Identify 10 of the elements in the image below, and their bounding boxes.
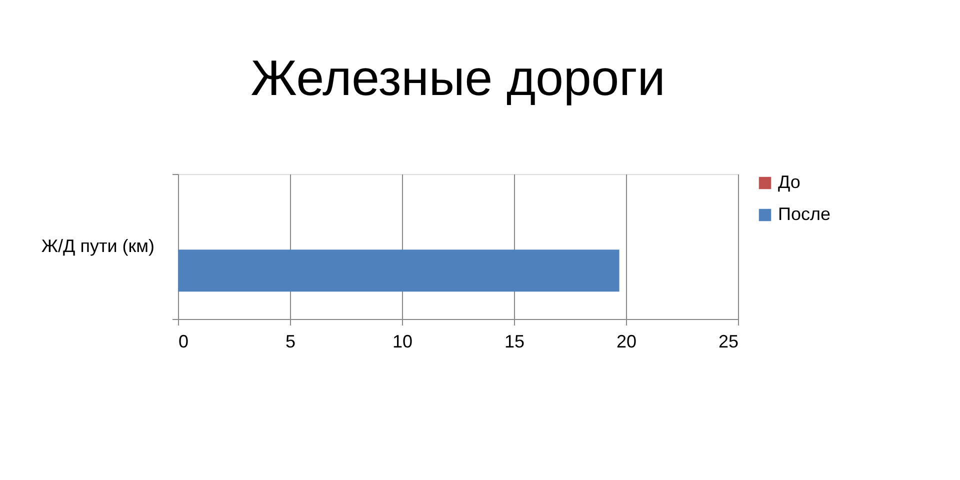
legend-label: До [778, 172, 800, 192]
x-tick-label: 5 [285, 332, 296, 352]
chart-title: Железные дороги [250, 50, 666, 106]
x-tick-label: 0 [178, 332, 189, 352]
x-tick-label: 20 [616, 332, 637, 352]
x-tick-label: 25 [718, 332, 738, 352]
legend-label: После [778, 204, 830, 224]
x-tick-label: 10 [392, 332, 413, 352]
x-tick-label: 15 [504, 332, 525, 352]
y-tick-label: Ж/Д пути (км) [41, 236, 154, 256]
